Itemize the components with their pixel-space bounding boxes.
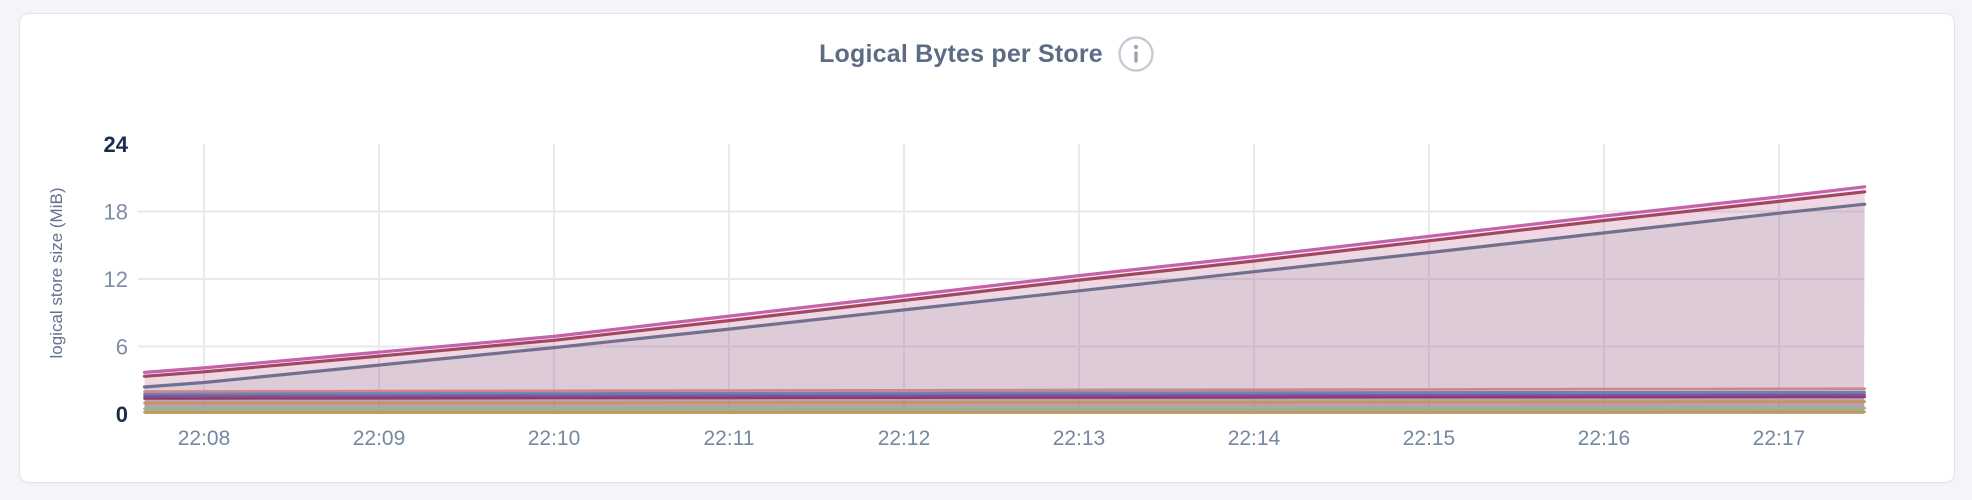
series-line-store-salmon [143, 387, 1866, 393]
series-area-store-maroon [144, 191, 1865, 414]
chart-title: Logical Bytes per Store [819, 39, 1103, 68]
series-line-store-pink [142, 185, 1867, 374]
x-tick-label: 22:16 [1578, 427, 1631, 450]
x-tick-label: 22:13 [1053, 427, 1106, 450]
chart-header: Logical Bytes per Store [20, 35, 1954, 73]
chart-grid [138, 144, 1864, 414]
info-circle-icon[interactable] [1117, 35, 1155, 73]
x-tick-label: 22:12 [878, 427, 931, 450]
y-tick-label: 12 [104, 267, 128, 292]
axis-labels: 0 6 12 18 24 22:08 22:09 22:10 22:11 22:12 22:13 22… [104, 132, 1806, 450]
metric-chart-card: Logical Bytes per Store logical store si… [19, 13, 1955, 483]
x-tick-label: 22:09 [353, 427, 406, 450]
y-tick-label: 18 [104, 200, 128, 225]
x-tick-label: 22:10 [528, 427, 581, 450]
series-line-store-tan [143, 400, 1866, 405]
x-tick-label: 22:11 [703, 427, 754, 450]
y-tick-label: 6 [116, 335, 128, 360]
series-line-store-violet [143, 393, 1866, 398]
x-tick-label: 22:15 [1403, 427, 1456, 450]
series-lines [142, 185, 1867, 414]
series-line-store-maroon [142, 190, 1867, 378]
series-line-store-magenta [143, 395, 1866, 400]
y-tick-label: 24 [104, 132, 129, 157]
series-area-store-slate [144, 204, 1865, 414]
x-tick-label: 22:14 [1228, 427, 1281, 450]
series-line-store-green [143, 406, 1866, 411]
chart-plot-area[interactable]: 0 6 12 18 24 22:08 22:09 22:10 22:11 22:12 22:13 22… [20, 14, 1956, 484]
x-tick-label: 22:08 [178, 427, 231, 450]
x-tick-label: 22:17 [1753, 427, 1806, 450]
series-line-store-slate [142, 202, 1867, 389]
series-line-store-blue [143, 390, 1866, 396]
y-tick-label: 0 [116, 402, 128, 427]
